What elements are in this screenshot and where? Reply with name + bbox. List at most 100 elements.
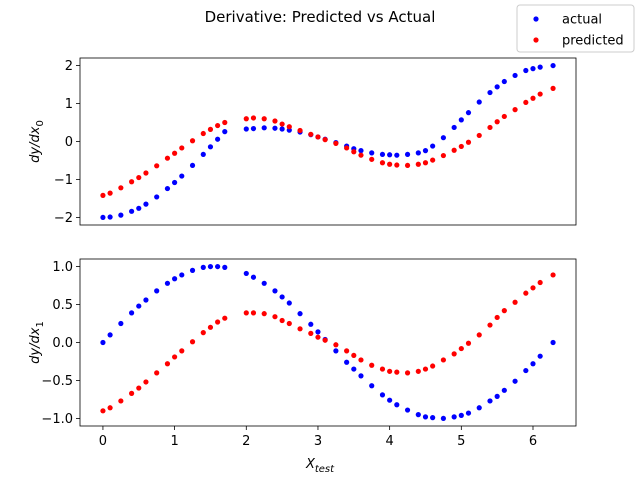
point-actual xyxy=(422,414,429,420)
point-actual xyxy=(222,129,228,135)
point-actual xyxy=(118,212,124,218)
point-actual xyxy=(523,67,529,74)
legend-marker-actual xyxy=(533,16,539,22)
legend-box xyxy=(516,4,635,53)
point-predicted xyxy=(451,351,457,357)
point-actual xyxy=(297,311,303,317)
point-predicted xyxy=(404,162,411,169)
point-actual xyxy=(179,173,185,179)
point-predicted xyxy=(458,143,464,150)
y-tick-label: −0.5 xyxy=(41,374,73,389)
point-actual xyxy=(243,270,249,277)
point-actual xyxy=(440,135,446,141)
point-actual xyxy=(207,144,214,150)
point-predicted xyxy=(129,390,135,396)
point-actual xyxy=(286,300,292,306)
point-actual xyxy=(440,415,446,422)
point-actual xyxy=(100,339,106,346)
point-predicted xyxy=(387,368,393,374)
point-predicted xyxy=(315,134,321,140)
point-actual xyxy=(487,398,493,404)
x-tick-label: 5 xyxy=(457,434,465,449)
point-actual xyxy=(243,126,249,132)
point-actual xyxy=(172,276,178,282)
point-predicted xyxy=(451,147,457,153)
point-actual xyxy=(279,126,285,132)
point-predicted xyxy=(422,366,429,372)
point-predicted xyxy=(530,285,536,291)
point-predicted xyxy=(351,149,357,155)
point-predicted xyxy=(358,357,364,363)
point-actual xyxy=(215,263,221,270)
y-tick-label: 2 xyxy=(65,59,73,74)
point-actual xyxy=(512,72,518,79)
point-predicted xyxy=(272,118,278,124)
point-predicted xyxy=(537,279,543,286)
point-predicted xyxy=(394,162,400,168)
point-actual xyxy=(107,332,113,338)
point-actual xyxy=(422,148,429,154)
point-actual xyxy=(136,205,142,211)
y-tick-label: 0.5 xyxy=(52,298,73,313)
point-actual xyxy=(501,387,507,393)
point-actual xyxy=(494,84,500,90)
point-actual xyxy=(512,378,518,384)
legend-label-predicted: predicted xyxy=(562,34,624,49)
point-predicted xyxy=(523,290,529,296)
point-predicted xyxy=(179,348,185,354)
point-actual xyxy=(250,274,257,280)
point-actual xyxy=(487,89,493,96)
point-actual xyxy=(494,393,500,399)
point-predicted xyxy=(476,132,482,139)
plot-frame xyxy=(79,57,577,226)
point-predicted xyxy=(387,161,393,167)
point-actual xyxy=(164,280,171,286)
point-predicted xyxy=(415,368,421,374)
point-actual xyxy=(537,64,543,70)
point-actual xyxy=(179,272,185,278)
point-predicted xyxy=(215,122,221,129)
point-predicted xyxy=(333,342,339,348)
point-actual xyxy=(129,310,135,316)
point-actual xyxy=(451,414,457,420)
x-tick-label: 2 xyxy=(242,434,250,449)
point-predicted xyxy=(243,116,249,122)
point-actual xyxy=(458,412,464,418)
x-tick-label: 0 xyxy=(99,434,107,449)
legend: actual predicted xyxy=(516,4,635,53)
y-tick-label: −1 xyxy=(54,173,73,188)
y-tick-label: −2 xyxy=(54,211,73,226)
point-actual xyxy=(279,294,285,300)
point-predicted xyxy=(189,339,196,345)
point-actual xyxy=(215,136,221,142)
point-actual xyxy=(107,214,113,220)
point-predicted xyxy=(369,362,375,368)
point-actual xyxy=(222,264,228,270)
point-predicted xyxy=(286,124,292,130)
point-predicted xyxy=(379,366,386,372)
point-actual xyxy=(189,267,196,273)
series-predicted xyxy=(100,272,556,414)
point-predicted xyxy=(430,157,436,163)
point-predicted xyxy=(422,160,429,166)
point-actual xyxy=(415,150,421,156)
legend-marker-predicted xyxy=(533,37,539,43)
point-predicted xyxy=(172,354,178,360)
point-actual xyxy=(154,288,160,294)
point-predicted xyxy=(243,310,249,316)
y-tick-label: 0 xyxy=(65,135,73,150)
point-predicted xyxy=(118,185,124,191)
point-predicted xyxy=(136,385,142,391)
point-predicted xyxy=(379,160,386,166)
point-actual xyxy=(458,117,464,123)
point-predicted xyxy=(279,317,285,324)
point-predicted xyxy=(164,361,171,367)
point-actual xyxy=(404,407,411,413)
point-actual xyxy=(404,151,411,158)
point-actual xyxy=(379,151,386,158)
point-predicted xyxy=(154,370,160,376)
point-predicted xyxy=(308,330,314,336)
point-predicted xyxy=(494,314,500,321)
